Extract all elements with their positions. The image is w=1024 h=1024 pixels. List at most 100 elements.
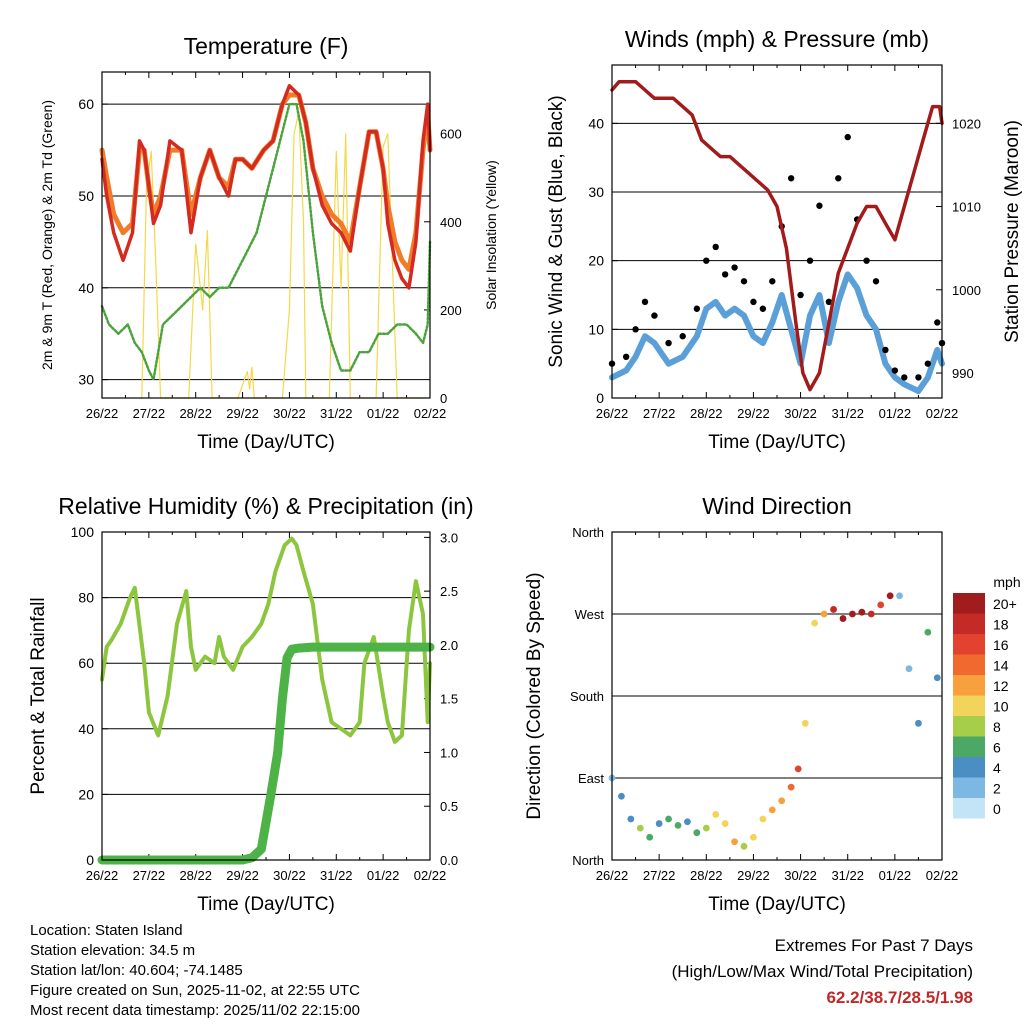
direction-ylabel: Direction (Colored By Speed) [524,572,545,819]
direction-point [665,815,672,823]
direction-point [627,815,635,823]
direction-point [731,838,738,846]
legend-label: 14 [993,658,1009,674]
legend-label: 16 [993,637,1009,653]
winds-point-gust [750,298,757,306]
winds-point-gust [844,133,851,141]
direction-point [646,833,654,841]
direction-point [896,592,903,600]
temperature-xtick-label: 26/22 [86,406,119,421]
winds-xlabel: Time (Day/UTC) [708,432,846,453]
direction-ytick-label: West [575,607,605,622]
winds-xtick-label: 02/22 [926,406,959,421]
direction-point [905,665,913,673]
winds-point-gust [797,291,804,299]
direction-point [849,610,856,618]
legend-swatch [953,736,985,757]
winds-point-gust [622,353,630,361]
legend-swatch [953,695,985,716]
winds-point-gust [816,202,823,209]
winds-y2tick-label: 1000 [952,283,981,298]
legend-label: 6 [993,740,1001,756]
winds-point-gust [721,271,729,278]
direction-point [787,783,795,791]
winds-point-gust [806,257,814,264]
extremes-title: Extremes For Past 7 Days [774,936,973,955]
humidity-y2tick-label: 2.0 [440,638,458,653]
winds-ytick-label: 40 [588,115,604,131]
temperature-xlabel: Time (Day/UTC) [197,432,335,453]
winds-ytick-label: 30 [588,184,604,200]
winds-point-gust [882,346,889,354]
direction-xtick-label: 27/22 [643,868,676,883]
direction-legend: mph 20+ 18 16 14 12 10 8 6 4 2 0 [953,574,1021,819]
humidity-xtick-label: 29/22 [226,868,259,883]
direction-point [618,792,625,800]
direction-ytick-label: North [572,853,604,868]
direction-point [858,608,866,616]
temperature-xtick-label: 02/22 [414,406,447,421]
winds-ytick-label: 20 [588,253,604,269]
direction-xtick-label: 01/22 [879,868,912,883]
legend-title: mph [993,574,1020,590]
direction-point [839,615,847,622]
legend-label: 2 [993,781,1001,797]
humidity-title: Relative Humidity (%) & Precipitation (i… [58,493,473,519]
winds-point-gust [924,360,932,367]
humidity-y2tick-label: 2.5 [440,584,458,599]
winds-point-gust [787,175,795,182]
direction-point [693,829,701,837]
legend-label: 0 [993,801,1001,817]
direction-frame [611,531,943,861]
temperature-y2tick-label: 200 [440,303,462,318]
winds-point-gust [863,257,870,264]
direction-xtick-label: 29/22 [737,868,770,883]
extremes-box: Extremes For Past 7 Days (High/Low/Max W… [672,933,973,1011]
direction-point [740,842,748,850]
humidity-frame [101,531,431,861]
winds-point-gust [703,257,710,264]
winds-point-gust [891,367,899,374]
humidity-ytick-label: 80 [78,590,94,606]
humidity-xtick-label: 01/22 [367,868,400,883]
temperature-xtick-label: 01/22 [367,406,400,421]
legend-swatch [953,716,985,737]
temperature-ylabel: 2m & 9m T (Red, Orange) & 2m Td (Green) [39,100,55,370]
winds-title: Winds (mph) & Pressure (mb) [625,26,929,52]
recent-timestamp: Most recent data timestamp: 2025/11/02 2… [30,1002,360,1019]
temperature-y2tick-label: 600 [440,127,462,142]
direction-point [768,806,776,814]
temperature-xtick-label: 27/22 [133,406,166,421]
winds-point-gust [712,243,719,251]
direction-point [655,820,663,827]
humidity-xtick-label: 02/22 [414,868,447,883]
direction-xtick-label: 02/22 [926,868,959,883]
legend-swatch [953,798,985,819]
winds-series-sonic-wind [609,271,945,395]
temperature-y2label: Solar Insolation (Yellow) [483,160,499,310]
legend-label: 18 [993,617,1009,633]
direction-xlabel: Time (Day/UTC) [708,894,846,915]
direction-point [820,610,828,618]
legend-swatch [953,634,985,655]
direction-title: Wind Direction [702,493,852,519]
temperature-ytick-label: 60 [78,96,94,112]
legend-swatch [953,613,985,634]
humidity-xtick-label: 30/22 [273,868,306,883]
direction-point [801,719,809,727]
humidity-y2tick-label: 0.5 [440,799,458,814]
winds-ytick-label: 0 [596,390,604,406]
winds-frame [611,64,943,399]
direction-point [721,820,729,827]
winds-point-gust [915,374,922,381]
direction-point [636,824,644,832]
winds-point-gust [759,305,767,312]
winds-xtick-label: 31/22 [831,406,864,421]
legend-label: 20+ [993,596,1017,612]
winds-series-station-pressure [610,79,944,392]
legend-swatch [953,593,985,614]
humidity-xtick-label: 26/22 [86,868,119,883]
legend-label: 4 [993,760,1001,776]
direction-point [811,619,819,627]
direction-point [702,824,710,832]
